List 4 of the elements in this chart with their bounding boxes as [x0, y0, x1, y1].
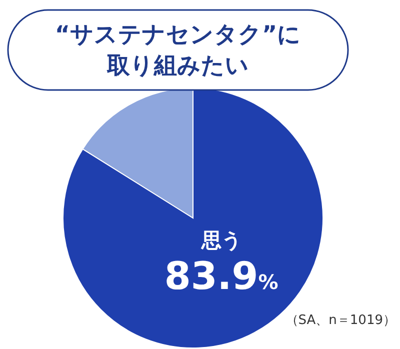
data-label: 83.9%: [164, 254, 278, 298]
chart-title: “サステナセンタク”に取り組みたい: [54, 21, 302, 81]
slice-label: 思う: [200, 228, 242, 252]
text: （SA、n＝1019）: [285, 313, 396, 328]
